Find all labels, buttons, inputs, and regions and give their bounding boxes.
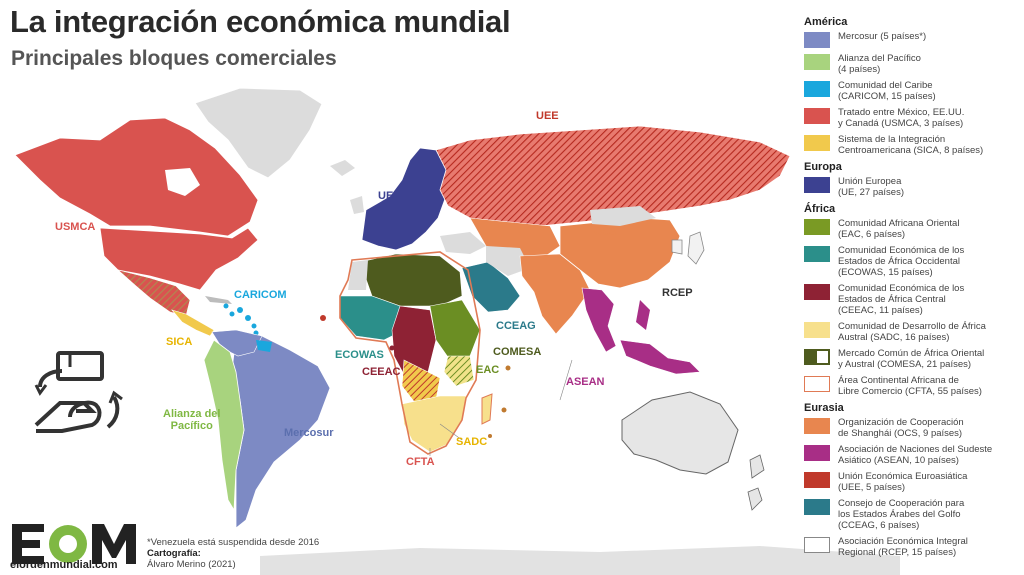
legend-label: Mercado Común de África Oriental y Austr… bbox=[838, 348, 985, 370]
map-label-usmca: USMCA bbox=[55, 221, 96, 233]
legend-item: Unión Económica Euroasiática (UEE, 5 paí… bbox=[804, 471, 1018, 493]
legend-item: Asociación de Naciones del Sudeste Asiát… bbox=[804, 444, 1018, 466]
region-uee bbox=[435, 125, 791, 227]
map-label-cfta: CFTA bbox=[406, 456, 435, 468]
legend-item: Comunidad del Caribe (CARICOM, 15 países… bbox=[804, 80, 1018, 102]
footnote-note: *Venezuela está suspendida desde 2016 bbox=[147, 537, 320, 548]
trade-icon bbox=[34, 351, 123, 433]
region-cfta-outline bbox=[339, 251, 481, 455]
legend-swatch bbox=[804, 322, 830, 338]
region-ue bbox=[361, 147, 447, 251]
legend-group-heading: África bbox=[804, 203, 836, 215]
map-label-ceeac: CEEAC bbox=[362, 366, 401, 378]
region-usmca-usa bbox=[99, 227, 259, 291]
map-label-caricom: CARICOM bbox=[234, 289, 287, 301]
logo-site: elordenmundial.com bbox=[10, 559, 118, 571]
map-label-uee: UEE bbox=[536, 110, 559, 122]
legend-item: Unión Europea (UE, 27 países) bbox=[804, 176, 1018, 198]
greenland bbox=[194, 87, 323, 179]
legend-item: Comunidad Africana Oriental (EAC, 6 país… bbox=[804, 218, 1018, 240]
footnote: *Venezuela está suspendida desde 2016 Ca… bbox=[147, 537, 319, 570]
credit-label: Cartografía: bbox=[147, 548, 201, 559]
legend-swatch bbox=[804, 108, 830, 124]
map-label-eac: EAC bbox=[476, 364, 500, 376]
region-japan bbox=[687, 231, 705, 265]
eom-logo bbox=[12, 524, 136, 564]
legend-label: Área Continental Africana de Libre Comer… bbox=[838, 375, 982, 397]
legend-item: Alianza del Pacífico (4 países) bbox=[804, 53, 1018, 75]
legend-label: Unión Económica Euroasiática (UEE, 5 paí… bbox=[838, 471, 968, 493]
map-label-rcep: RCEP bbox=[662, 287, 693, 299]
legend-group-heading: Europa bbox=[804, 161, 842, 173]
legend-item: Mercosur (5 países*) bbox=[804, 31, 1018, 48]
legend-swatch bbox=[804, 219, 830, 235]
map-label-alianza: Alianza del Pacífico bbox=[163, 408, 221, 432]
page-title: La integración económica mundial bbox=[10, 4, 511, 39]
legend-label: Comunidad Africana Oriental (EAC, 6 país… bbox=[838, 218, 960, 240]
legend-item: Consejo de Cooperación para los Estados … bbox=[804, 498, 1018, 531]
legend-swatch bbox=[804, 537, 830, 553]
region-alianza bbox=[203, 339, 245, 512]
region-guyana bbox=[256, 340, 272, 352]
legend-swatch bbox=[804, 376, 830, 392]
legend-label: Comunidad Económica de los Estados de Áf… bbox=[838, 245, 965, 278]
region-sica bbox=[171, 309, 215, 337]
credit-name: Álvaro Merino (2021) bbox=[147, 559, 236, 570]
map-label-ecowas: ECOWAS bbox=[335, 349, 384, 361]
map-label-sica: SICA bbox=[166, 336, 193, 348]
legend-item: Comunidad Económica de los Estados de Áf… bbox=[804, 245, 1018, 278]
legend-swatch bbox=[804, 81, 830, 97]
legend-label: Alianza del Pacífico (4 países) bbox=[838, 53, 921, 75]
legend-group-heading: Eurasia bbox=[804, 402, 844, 414]
legend-label: Comunidad Económica de los Estados de Áf… bbox=[838, 283, 965, 316]
map-label-comesa: COMESA bbox=[493, 346, 542, 358]
legend-item: Comunidad de Desarrollo de África Austra… bbox=[804, 321, 1018, 343]
region-australia bbox=[621, 391, 739, 475]
legend-label: Tratado entre México, EE.UU. y Canadá (U… bbox=[838, 107, 965, 129]
legend-label: Asociación Económica Integral Regional (… bbox=[838, 536, 968, 558]
map-label-ocs: OCS bbox=[594, 226, 618, 238]
legend-item: Organización de Cooperación de Shanghái … bbox=[804, 417, 1018, 439]
legend-swatch bbox=[804, 177, 830, 193]
legend-swatch bbox=[804, 135, 830, 151]
legend-label: Sistema de la Integración Centroamerican… bbox=[838, 134, 984, 156]
map-label-asean: ASEAN bbox=[566, 376, 605, 388]
region-madagascar bbox=[481, 393, 493, 425]
map-label-sadc: SADC bbox=[456, 436, 488, 448]
legend-group-heading: América bbox=[804, 16, 848, 28]
legend-swatch bbox=[804, 284, 830, 300]
legend-item: Sistema de la Integración Centroamerican… bbox=[804, 134, 1018, 156]
legend-item: Área Continental Africana de Libre Comer… bbox=[804, 375, 1018, 397]
legend-item: Tratado entre México, EE.UU. y Canadá (U… bbox=[804, 107, 1018, 129]
map-label-cceag: CCEAG bbox=[496, 320, 536, 332]
legend-item: Comunidad Económica de los Estados de Áf… bbox=[804, 283, 1018, 316]
legend-swatch bbox=[804, 472, 830, 488]
legend-swatch bbox=[804, 246, 830, 262]
region-usmca-canada bbox=[14, 117, 259, 237]
map-label-mercosur: Mercosur bbox=[284, 427, 334, 439]
legend-swatch bbox=[804, 54, 830, 70]
legend-label: Organización de Cooperación de Shanghái … bbox=[838, 417, 964, 439]
region-eac bbox=[443, 355, 475, 387]
legend-label: Consejo de Cooperación para los Estados … bbox=[838, 498, 965, 531]
legend-label: Comunidad del Caribe (CARICOM, 15 países… bbox=[838, 80, 936, 102]
legend-swatch bbox=[804, 32, 830, 48]
legend-label: Comunidad de Desarrollo de África Austra… bbox=[838, 321, 986, 343]
legend-swatch bbox=[804, 445, 830, 461]
legend-swatch bbox=[804, 499, 830, 515]
legend-label: Mercosur (5 países*) bbox=[838, 31, 927, 42]
legend-label: Asociación de Naciones del Sudeste Asiát… bbox=[838, 444, 993, 466]
page-subtitle: Principales bloques comerciales bbox=[11, 47, 337, 70]
legend-item: Asociación Económica Integral Regional (… bbox=[804, 536, 1018, 558]
legend: América Mercosur (5 países*) Alianza del P… bbox=[804, 12, 1018, 563]
map-label-ue: UE bbox=[378, 190, 394, 202]
legend-label: Unión Europea (UE, 27 países) bbox=[838, 176, 904, 198]
legend-item: Mercado Común de África Oriental y Austr… bbox=[804, 348, 1018, 370]
region-morocco bbox=[348, 260, 368, 290]
region-comesa bbox=[429, 299, 481, 361]
legend-swatch bbox=[804, 349, 830, 365]
legend-swatch bbox=[804, 418, 830, 434]
region-asean bbox=[581, 287, 617, 353]
